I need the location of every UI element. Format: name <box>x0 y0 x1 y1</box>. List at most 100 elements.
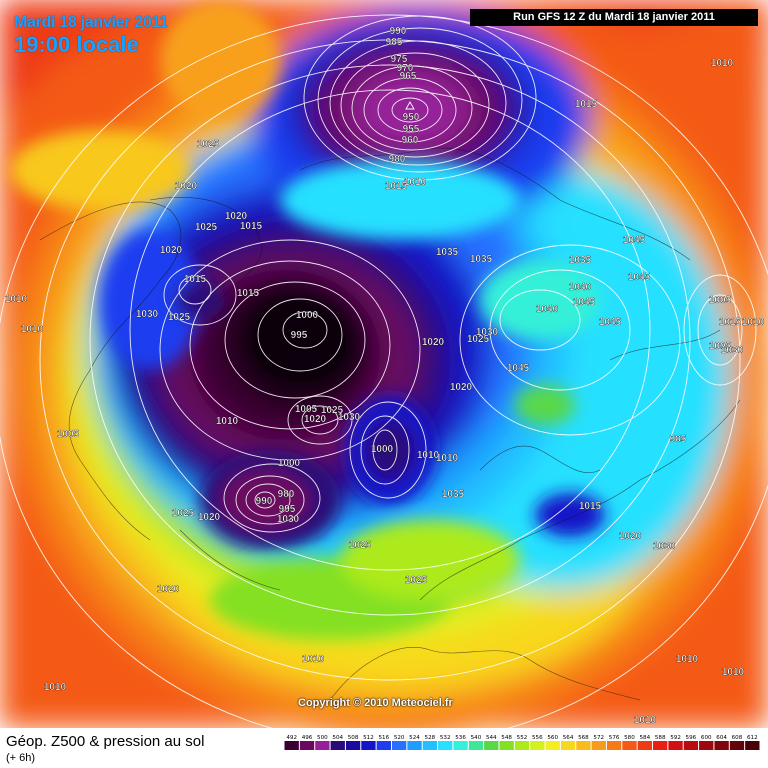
isobar-label: 1020 <box>157 584 180 595</box>
isobar-label: 1040 <box>536 304 559 315</box>
isobar-label: 1015 <box>240 221 263 232</box>
isobar-label: 980 <box>389 154 406 165</box>
scale-swatch <box>330 741 345 750</box>
isobar-label: 1015 <box>579 501 602 512</box>
isobar-label: 1030 <box>653 541 676 552</box>
isobar-label: 1035 <box>436 247 459 258</box>
scale-swatch <box>315 741 330 750</box>
isobar-label: 1035 <box>442 489 465 500</box>
isobar-label: 1045 <box>623 235 646 246</box>
scale-swatch <box>668 741 683 750</box>
isobar-label: 1005 <box>57 429 80 440</box>
isobar-lines <box>0 14 768 728</box>
scale-label: 584 <box>639 735 650 741</box>
low-center-marker-icon <box>405 101 415 110</box>
isobar-label: 1020 <box>422 337 445 348</box>
scale-swatch <box>606 741 622 750</box>
isobar-label: 1005 <box>709 295 732 306</box>
isobar-label: 1025 <box>467 334 490 345</box>
isobar-label: 1010 <box>302 654 325 665</box>
isobar-label: 1020 <box>198 512 221 523</box>
scale-swatch <box>345 741 361 750</box>
run-info: Run GFS 12 Z du Mardi 18 janvier 2011 <box>470 9 758 26</box>
isobar-label: 1045 <box>599 317 622 328</box>
scale-label: 528 <box>425 735 436 741</box>
scale-label: 536 <box>455 735 466 741</box>
isobar-label: 1015 <box>385 181 408 192</box>
isobar-label: 1020 <box>619 531 642 542</box>
isobar-label: 1020 <box>450 382 473 393</box>
isobar-label: 1010 <box>436 453 459 464</box>
isobar-label: 965 <box>400 71 417 82</box>
isobar-label: 995 <box>291 330 308 341</box>
scale-label: 560 <box>547 735 558 741</box>
isobar-label: 1010 <box>44 682 67 693</box>
scale-label: 568 <box>578 735 589 741</box>
isobar-label: 980 <box>278 489 295 500</box>
scale-swatch <box>637 741 653 750</box>
scale-swatch <box>545 741 560 750</box>
isobar-label: 1005 <box>709 341 732 352</box>
coastlines <box>39 147 741 701</box>
map-title: Géop. Z500 & pression au sol <box>6 733 205 750</box>
isobar-label: 1030 <box>136 309 159 320</box>
isobar-label: 1035 <box>569 255 592 266</box>
isobar-label: 970 <box>397 63 414 74</box>
scale-label: 532 <box>440 735 451 741</box>
scale-label: 600 <box>701 735 712 741</box>
copyright: Copyright © 2010 Meteociel.fr <box>298 697 453 709</box>
scale-swatch <box>576 741 591 750</box>
scale-swatch <box>361 741 376 750</box>
scale-swatch <box>729 741 745 750</box>
isobar-label: 1020 <box>175 181 198 192</box>
scale-swatch <box>622 741 637 750</box>
isobar-label: 1025 <box>405 575 428 586</box>
isobar-label: 1025 <box>195 222 218 233</box>
scale-label: 556 <box>532 735 543 741</box>
scale-swatch <box>591 741 606 750</box>
isobar-label: 990 <box>390 26 407 37</box>
isobar-label: 1045 <box>507 363 530 374</box>
isobar-label: 1010 <box>404 177 427 188</box>
scale-label: 580 <box>624 735 635 741</box>
isobar-label: 1000 <box>371 444 394 455</box>
isobar-label: 1010 <box>417 450 440 461</box>
scale-swatch <box>484 741 499 750</box>
isobar-label: 1030 <box>721 345 744 356</box>
scale-label: 604 <box>716 735 727 741</box>
isobar-label: 985 <box>670 434 687 445</box>
scale-swatch <box>499 741 514 750</box>
isobar-label: 1015 <box>575 99 598 110</box>
colour-scale: 492 496 500 504 508 512 516 520 524 528 532 536 540 5… <box>284 735 760 750</box>
scale-swatch <box>468 741 484 750</box>
scale-swatch <box>530 741 545 750</box>
forecast-offset: (+ 6h) <box>6 752 36 764</box>
scale-swatch <box>391 741 407 750</box>
isobar-label: 1010 <box>5 294 28 305</box>
scale-label: 516 <box>378 735 389 741</box>
isobar-label: 1010 <box>676 654 699 665</box>
scale-swatch <box>683 741 699 750</box>
scale-label: 548 <box>501 735 512 741</box>
scale-label: 592 <box>670 735 681 741</box>
isobar-label: 1015 <box>184 274 207 285</box>
isobar-label: 1010 <box>216 416 239 427</box>
scale-label: 512 <box>363 735 374 741</box>
scale-label: 524 <box>409 735 420 741</box>
isobar-label: 1035 <box>470 254 493 265</box>
scale-swatch <box>453 741 468 750</box>
isobar-label: 955 <box>403 124 420 135</box>
isobar-label: 1020 <box>225 211 248 222</box>
isobar-labels: 9909859759709659509559609801015101010101… <box>5 26 765 726</box>
scale-label: 508 <box>348 735 359 741</box>
isobar-label: 990 <box>256 496 273 507</box>
isobar-label: 1000 <box>278 458 301 469</box>
isobar-label: 1025 <box>197 139 220 150</box>
isobar-label: 1025 <box>321 405 344 416</box>
scale-swatch <box>560 741 576 750</box>
isobar-label: 1040 <box>569 282 592 293</box>
weather-map: 990 985 975 970 965 950 955 960 980 1015 1010 1010 1… <box>0 0 768 728</box>
isobar-label: 1025 <box>168 312 191 323</box>
isobar-label: 1025 <box>349 540 372 551</box>
date-line: Mardi 18 janvier 2011 <box>14 14 168 31</box>
